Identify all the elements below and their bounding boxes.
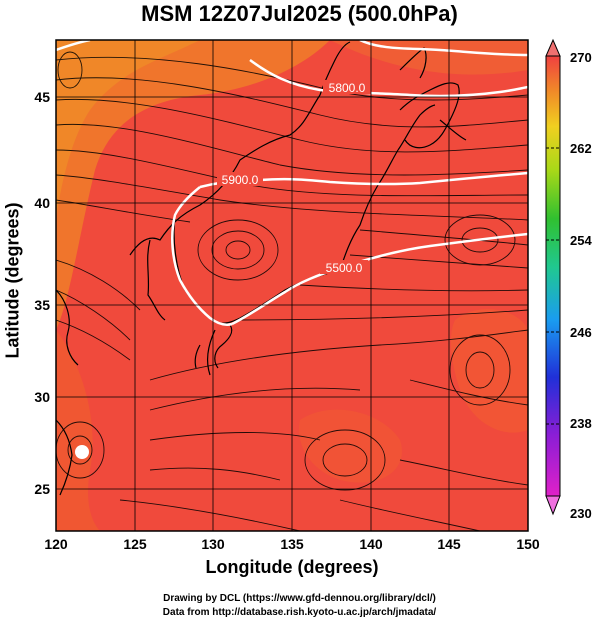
coastlines xyxy=(56,41,467,496)
x-tick-label: 145 xyxy=(437,536,461,552)
credit-drawing: Drawing by DCL (https://www.gfd-dennou.o… xyxy=(163,593,436,604)
plot-frame xyxy=(55,39,529,532)
colorbar-scale xyxy=(545,55,561,497)
colorbar-tick-label: 230 xyxy=(570,506,592,521)
y-tick-label: 35 xyxy=(34,297,50,313)
colorbar-tick-label: 262 xyxy=(570,141,592,156)
contour-label: 5500.0 xyxy=(326,261,363,275)
contour-label: 5900.0 xyxy=(222,173,259,187)
colorbar-min-arrow xyxy=(545,495,561,516)
x-tick-label: 125 xyxy=(123,536,147,552)
y-tick-label: 45 xyxy=(34,89,50,105)
contour-label: 5800.0 xyxy=(329,81,366,95)
contour-label-bg xyxy=(323,80,371,94)
colorbar-tick-label: 254 xyxy=(570,233,592,248)
gridlines xyxy=(56,40,528,531)
y-tick-label: 30 xyxy=(34,389,50,405)
colorbar-max-arrow xyxy=(545,38,561,57)
credit-data: Data from http://database.rish.kyoto-u.a… xyxy=(162,607,437,618)
contour-label-bg xyxy=(320,260,368,274)
cyclone-eye xyxy=(75,445,89,459)
colorbar-tick-label: 238 xyxy=(570,416,592,431)
x-tick-label: 130 xyxy=(201,536,225,552)
x-axis-label: Longitude (degrees) xyxy=(205,557,379,577)
colorbar: 230 238 246 254 262 270 xyxy=(545,38,592,521)
colorbar-tick-label: 246 xyxy=(570,325,592,340)
y-tick-label: 25 xyxy=(34,481,50,497)
x-tick-label: 140 xyxy=(359,536,383,552)
contour-label-bg xyxy=(217,172,263,186)
y-axis-label: Latitude (degrees) xyxy=(2,202,23,359)
y-tick-label: 40 xyxy=(34,195,50,211)
plot-title: MSM 12Z07Jul2025 (500.0hPa) xyxy=(141,1,458,26)
colorbar-tick-label: 270 xyxy=(570,50,592,65)
x-tick-label: 120 xyxy=(44,536,68,552)
x-tick-label: 150 xyxy=(516,536,540,552)
x-tick-label: 135 xyxy=(280,536,304,552)
